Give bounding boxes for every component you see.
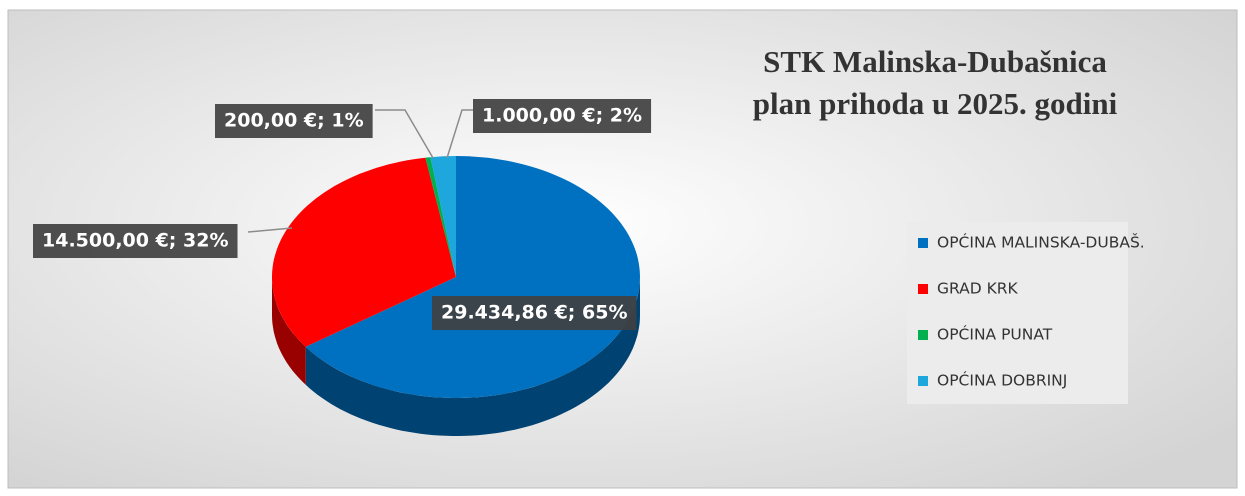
- leader-line: [446, 109, 473, 159]
- legend-swatch: [918, 238, 928, 248]
- legend-swatch: [918, 376, 928, 386]
- legend-label: GRAD KRK: [937, 280, 1019, 298]
- chart-title: plan prihoda u 2025. godini: [753, 86, 1118, 121]
- data-label-box: [33, 224, 238, 258]
- leader-line: [375, 109, 434, 159]
- data-label: 14.500,00 €; 32%: [42, 230, 229, 252]
- legend-swatch: [918, 284, 928, 294]
- legend-box: [907, 222, 1128, 404]
- slice: [305, 156, 640, 398]
- slice: [425, 157, 456, 277]
- chart-title: STK Malinska-Dubašnica: [763, 44, 1107, 79]
- leader-line: [247, 227, 293, 233]
- legend-label: OPĆINA DOBRINJ: [937, 371, 1067, 390]
- legend-swatch: [918, 330, 928, 340]
- data-label-box: [215, 104, 373, 138]
- legend-label: OPĆINA PUNAT: [937, 325, 1053, 344]
- legend-label: OPĆINA MALINSKA-DUBAŠ.: [937, 233, 1145, 252]
- data-label-box: [473, 99, 652, 133]
- data-label-box: [432, 296, 637, 330]
- slice-side: [305, 277, 640, 436]
- data-label: 200,00 €; 1%: [224, 110, 364, 132]
- slice: [430, 156, 456, 277]
- slice: [272, 157, 456, 347]
- data-label: 1.000,00 €; 2%: [482, 105, 642, 127]
- slice-side: [272, 277, 306, 385]
- data-label: 29.434,86 €; 65%: [441, 302, 628, 324]
